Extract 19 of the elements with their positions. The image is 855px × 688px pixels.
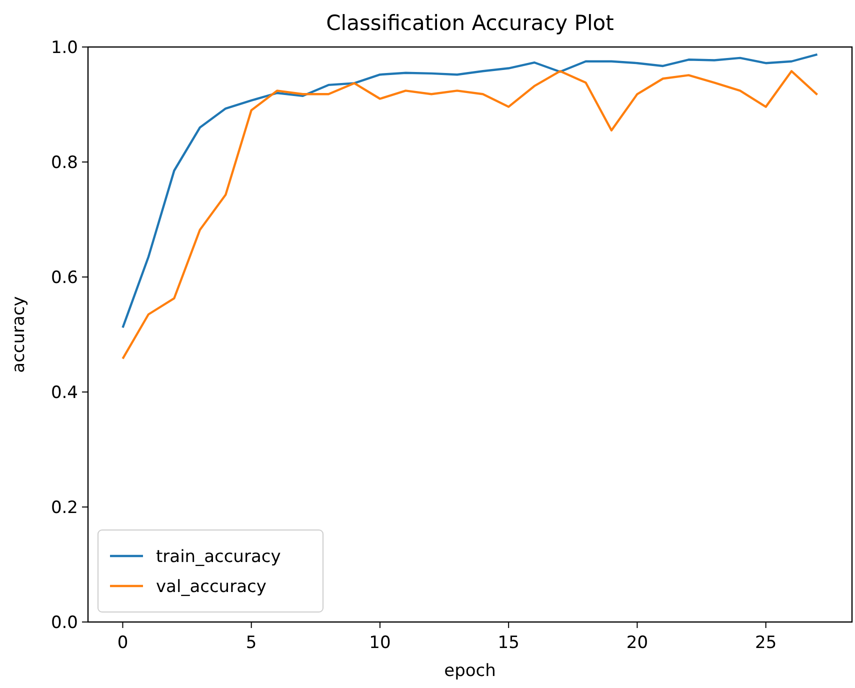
y-tick-label: 0.8 — [50, 153, 78, 173]
line-series — [122, 53, 818, 329]
x-tick-label: 25 — [755, 633, 777, 653]
line-series — [122, 70, 818, 360]
legend-label: val_accuracy — [156, 577, 266, 597]
y-tick-label: 0.6 — [50, 268, 78, 288]
chart-title: Classification Accuracy Plot — [326, 11, 614, 35]
x-axis-title: epoch — [444, 661, 496, 681]
x-tick-label: 0 — [117, 633, 128, 653]
x-tick-label: 15 — [498, 633, 520, 653]
y-tick-label: 1.0 — [50, 38, 78, 58]
x-tick-label: 10 — [369, 633, 391, 653]
y-axis-title: accuracy — [9, 296, 29, 373]
x-tick-label: 5 — [246, 633, 257, 653]
x-tick-label: 20 — [626, 633, 648, 653]
y-tick-label: 0.4 — [50, 383, 78, 403]
legend-label: train_accuracy — [156, 547, 281, 567]
y-tick-label: 0.2 — [50, 498, 78, 518]
y-tick-label: 0.0 — [50, 613, 78, 633]
